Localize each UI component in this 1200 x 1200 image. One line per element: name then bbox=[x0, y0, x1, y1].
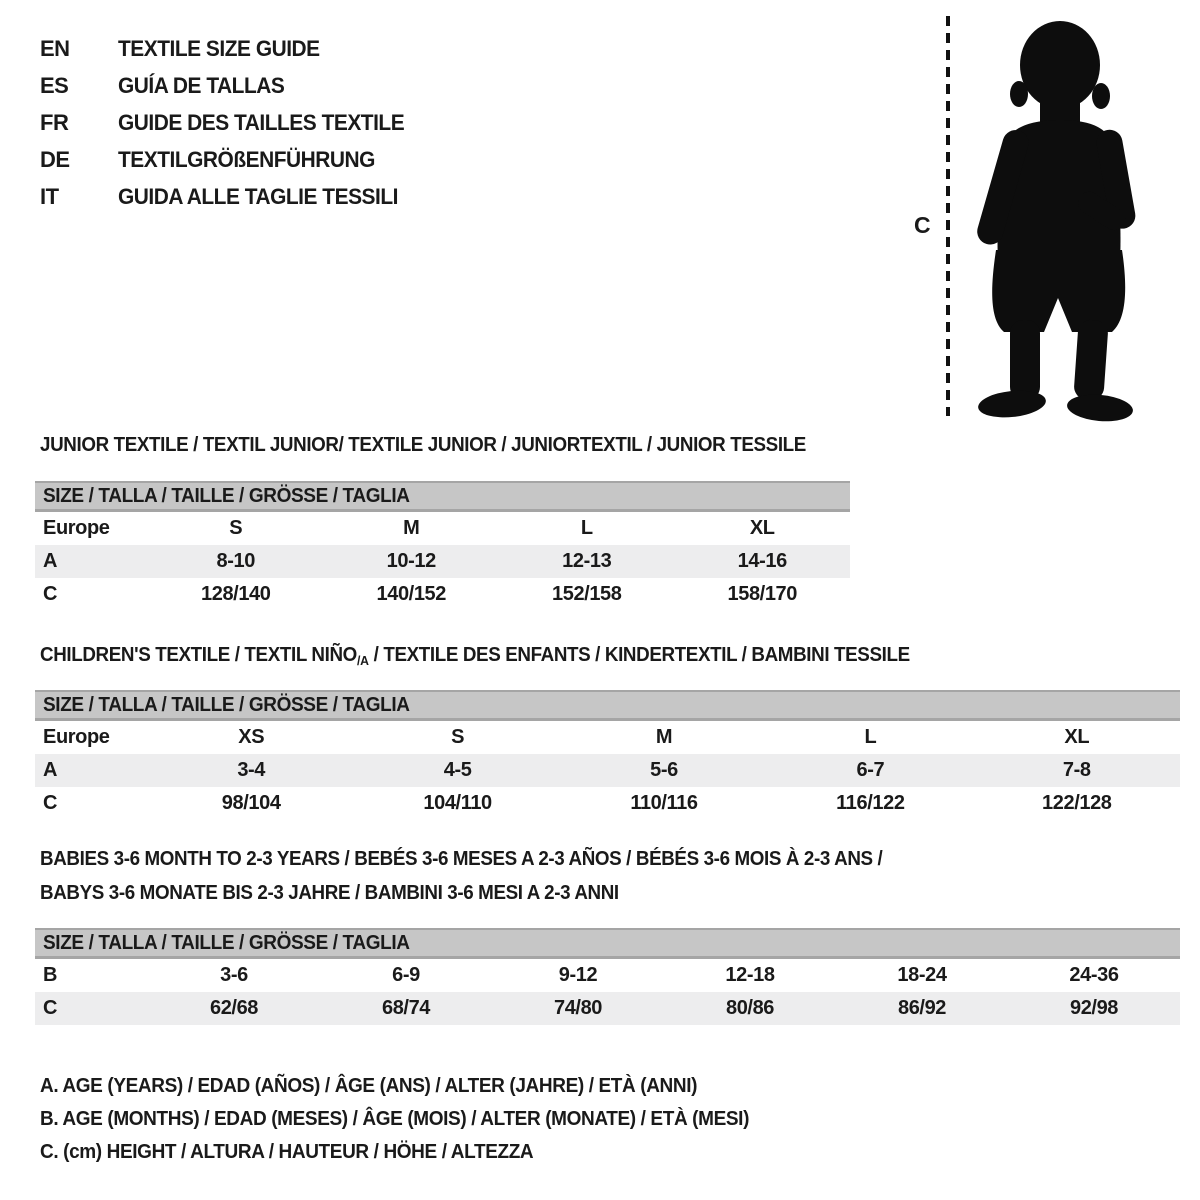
language-row: ES GUÍA DE TALLAS bbox=[40, 67, 419, 104]
measure-label-c: C bbox=[914, 212, 931, 238]
size-value-cell: 92/98 bbox=[1069, 997, 1119, 1019]
language-code: IT bbox=[40, 183, 59, 209]
size-value-cell: 7-8 bbox=[1062, 759, 1091, 781]
language-header: EN TEXTILE SIZE GUIDE ES GUÍA DE TALLAS … bbox=[40, 30, 419, 215]
table-row: C 128/140 140/152 152/158 158/170 bbox=[35, 578, 850, 611]
size-header-text: SIZE / TALLA / TAILLE / GRÖSSE / TAGLIA bbox=[43, 931, 410, 954]
size-value-cell: 98/104 bbox=[221, 792, 281, 814]
size-value-cell: 74/80 bbox=[553, 997, 603, 1019]
size-value-cell: S bbox=[229, 517, 243, 539]
language-title: TEXTILE SIZE GUIDE bbox=[118, 35, 320, 61]
size-header-bar: SIZE / TALLA / TAILLE / GRÖSSE / TAGLIA bbox=[35, 481, 850, 512]
size-value-cell: 116/122 bbox=[836, 792, 905, 814]
size-header-text: SIZE / TALLA / TAILLE / GRÖSSE / TAGLIA bbox=[43, 693, 410, 716]
size-value-cell: 104/110 bbox=[423, 792, 492, 814]
table-row: A 3-4 4-5 5-6 6-7 7-8 bbox=[35, 754, 1180, 787]
children-section-title: CHILDREN'S TEXTILE / TEXTIL NIÑO/A / TEX… bbox=[40, 644, 910, 668]
children-title-text: CHILDREN'S TEXTILE / TEXTIL NIÑO bbox=[40, 644, 357, 666]
table-row: A 8-10 10-12 12-13 14-16 bbox=[35, 545, 850, 578]
children-title-subscript: /A bbox=[356, 653, 369, 668]
size-value-cell: XS bbox=[238, 726, 265, 748]
table-row: Europe S M L XL bbox=[35, 512, 850, 545]
size-value-cell: 5-6 bbox=[650, 759, 678, 781]
junior-section-title: JUNIOR TEXTILE / TEXTIL JUNIOR/ TEXTILE … bbox=[40, 434, 806, 456]
size-value-cell: 80/86 bbox=[725, 997, 775, 1019]
language-title: GUIDA ALLE TAGLIE TESSILI bbox=[118, 183, 398, 209]
size-value-cell: 24-36 bbox=[1069, 964, 1119, 986]
babies-section-title-line2: BABYS 3-6 MONATE BIS 2-3 JAHRE / BAMBINI… bbox=[40, 882, 619, 904]
size-value-cell: L bbox=[580, 517, 593, 539]
size-value-cell: 10-12 bbox=[386, 550, 437, 572]
language-row: DE TEXTILGRÖßENFÜHRUNG bbox=[40, 141, 419, 178]
language-row: EN TEXTILE SIZE GUIDE bbox=[40, 30, 419, 67]
size-header-text: SIZE / TALLA / TAILLE / GRÖSSE / TAGLIA bbox=[43, 484, 410, 507]
language-title: TEXTILGRÖßENFÜHRUNG bbox=[118, 146, 375, 172]
size-value-cell: 3-4 bbox=[237, 759, 266, 781]
row-label-cell: C bbox=[43, 997, 58, 1019]
size-value-cell: 140/152 bbox=[376, 583, 447, 605]
legend: A. AGE (YEARS) / EDAD (AÑOS) / ÂGE (ANS)… bbox=[40, 1070, 786, 1169]
language-title: GUÍA DE TALLAS bbox=[118, 72, 285, 98]
size-value-cell: M bbox=[655, 726, 673, 748]
size-value-cell: 152/158 bbox=[552, 583, 622, 605]
height-measure-dashed-line bbox=[946, 16, 950, 416]
size-value-cell: 12-13 bbox=[562, 550, 612, 572]
size-value-cell: 3-6 bbox=[220, 964, 248, 986]
size-value-cell: XL bbox=[1064, 726, 1090, 748]
size-header-bar: SIZE / TALLA / TAILLE / GRÖSSE / TAGLIA bbox=[35, 690, 1180, 721]
size-value-cell: 68/74 bbox=[381, 997, 431, 1019]
children-title-text: / TEXTILE DES ENFANTS / KINDERTEXTIL / B… bbox=[368, 644, 910, 666]
table-row: Europe XS S M L XL bbox=[35, 721, 1180, 754]
language-row: FR GUIDE DES TAILLES TEXTILE bbox=[40, 104, 419, 141]
row-label-cell: Europe bbox=[43, 517, 110, 539]
size-value-cell: 14-16 bbox=[737, 550, 788, 572]
size-value-cell: 8-10 bbox=[216, 550, 256, 572]
toddler-silhouette-icon bbox=[977, 21, 1136, 422]
babies-section-title-line1: BABIES 3-6 MONTH TO 2-3 YEARS / BEBÉS 3-… bbox=[40, 848, 883, 870]
size-value-cell: M bbox=[403, 517, 420, 539]
legend-line-a: A. AGE (YEARS) / EDAD (AÑOS) / ÂGE (ANS)… bbox=[40, 1075, 698, 1097]
size-header-bar: SIZE / TALLA / TAILLE / GRÖSSE / TAGLIA bbox=[35, 928, 1180, 959]
row-label-cell: B bbox=[43, 964, 58, 986]
row-label-cell: C bbox=[43, 792, 58, 814]
row-label-cell: C bbox=[43, 583, 58, 605]
table-row: C 62/68 68/74 74/80 80/86 86/92 92/98 bbox=[35, 992, 1180, 1025]
size-value-cell: 128/140 bbox=[201, 583, 271, 605]
babies-size-table: SIZE / TALLA / TAILLE / GRÖSSE / TAGLIA … bbox=[35, 928, 1180, 1025]
row-label-cell: Europe bbox=[43, 726, 110, 748]
size-value-cell: XL bbox=[749, 517, 775, 539]
junior-size-table: SIZE / TALLA / TAILLE / GRÖSSE / TAGLIA … bbox=[35, 481, 850, 611]
size-value-cell: 158/170 bbox=[727, 583, 798, 605]
legend-line-c: C. (cm) HEIGHT / ALTURA / HAUTEUR / HÖHE… bbox=[40, 1141, 534, 1163]
size-value-cell: 86/92 bbox=[897, 997, 947, 1019]
language-code: EN bbox=[40, 35, 70, 61]
size-value-cell: 62/68 bbox=[209, 997, 259, 1019]
size-value-cell: 4-5 bbox=[443, 759, 472, 781]
row-label-cell: A bbox=[43, 759, 58, 781]
size-value-cell: 6-7 bbox=[856, 759, 885, 781]
row-label-cell: A bbox=[43, 550, 58, 572]
table-row: C 98/104 104/110 110/116 116/122 122/128 bbox=[35, 787, 1180, 820]
children-size-table: SIZE / TALLA / TAILLE / GRÖSSE / TAGLIA … bbox=[35, 690, 1180, 820]
language-title: GUIDE DES TAILLES TEXTILE bbox=[118, 109, 405, 135]
size-value-cell: 6-9 bbox=[392, 964, 420, 986]
size-value-cell: 9-12 bbox=[558, 964, 598, 986]
language-code: ES bbox=[40, 72, 69, 98]
language-code: DE bbox=[40, 146, 70, 172]
legend-line-b: B. AGE (MONTHS) / EDAD (MESES) / ÂGE (MO… bbox=[40, 1108, 750, 1130]
language-code: FR bbox=[40, 109, 69, 135]
size-value-cell: S bbox=[451, 726, 465, 748]
language-row: IT GUIDA ALLE TAGLIE TESSILI bbox=[40, 178, 419, 215]
table-row: B 3-6 6-9 9-12 12-18 18-24 24-36 bbox=[35, 959, 1180, 992]
size-value-cell: 12-18 bbox=[725, 964, 775, 986]
size-value-cell: 110/116 bbox=[630, 792, 698, 814]
size-value-cell: 122/128 bbox=[1042, 792, 1112, 814]
size-value-cell: L bbox=[864, 726, 877, 748]
size-value-cell: 18-24 bbox=[897, 964, 947, 986]
